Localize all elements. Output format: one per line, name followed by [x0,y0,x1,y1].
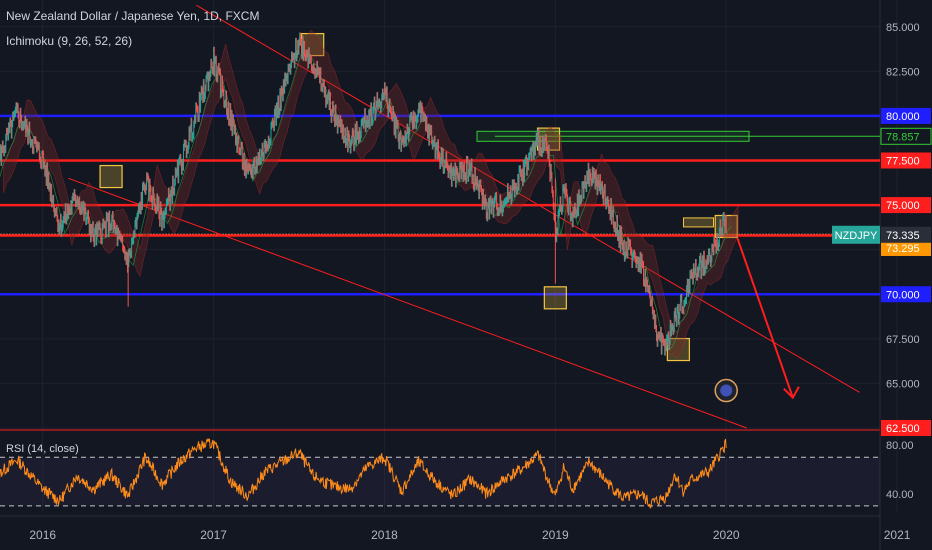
price-tick-label: 65.000 [886,378,920,390]
price-badge-80.000-bg [881,107,931,124]
channel-lower-line [68,177,747,429]
price-tick-label: 82.500 [886,66,920,78]
last-price-bg [881,226,931,243]
price-badge-62500-bg [881,420,931,436]
projection-arrow-head [783,386,800,400]
time-tick-label: 2020 [713,528,740,542]
rsi-line [0,438,727,509]
time-tick-label: 2021 [884,528,911,542]
price-badge-target-text: 78.857 [886,131,920,143]
time-tick-label: 2019 [542,528,569,542]
pivot-highlight-box [99,164,123,189]
price-badge-77.500-text: 77.500 [886,156,920,168]
rsi-tick-label: 40.00 [886,489,914,501]
price-badge-70.000-text: 70.000 [886,289,920,301]
price-badge-77.500-bg [881,152,931,169]
symbol-tag-text: NZDJPY [835,230,878,242]
price-tick-label: 67.500 [886,334,920,346]
pivot-highlight-box [543,286,567,310]
time-tick-label: 2016 [29,528,56,542]
ichimoku-cloud [3,29,739,359]
price-badge-75.000-text: 75.000 [886,200,920,212]
price-badge-70.000-bg [881,286,931,303]
symbol-tag-bg [832,225,880,244]
indicator-label: Ichimoku (9, 26, 52, 26) [6,34,133,48]
price-series [0,29,739,359]
rsi-label: RSI (14, close) [6,443,79,455]
rsi-band-fill [0,457,880,506]
price-badge-75.000-bg [881,197,931,214]
rsi-tick-label: 80.00 [886,440,914,452]
resistance-highlight-box [682,217,714,228]
projection-arrow-line [735,235,794,399]
time-tick-label: 2018 [371,528,398,542]
last-price-text: 73.335 [886,230,920,242]
price-badge-80.000-text: 80.000 [886,111,920,123]
channel-upper-line [196,4,860,393]
price-badge-62500-text: 62.500 [886,423,920,435]
price-badge-target-bg [880,127,932,145]
price-badge-73.295-bg [881,239,931,256]
price-badge-73.295-text: 73.295 [886,243,920,255]
price-badges: 80.000 78.857 77.500 75.000 73.295 70.000 73.3… [832,107,932,436]
event-marker-inner [720,384,733,397]
chart-title: New Zealand Dollar / Japanese Yen, 1D, F… [6,9,260,23]
rsi-pane [0,438,880,509]
time-tick-label: 2017 [200,528,227,542]
price-tick-label: 85.000 [886,22,920,34]
